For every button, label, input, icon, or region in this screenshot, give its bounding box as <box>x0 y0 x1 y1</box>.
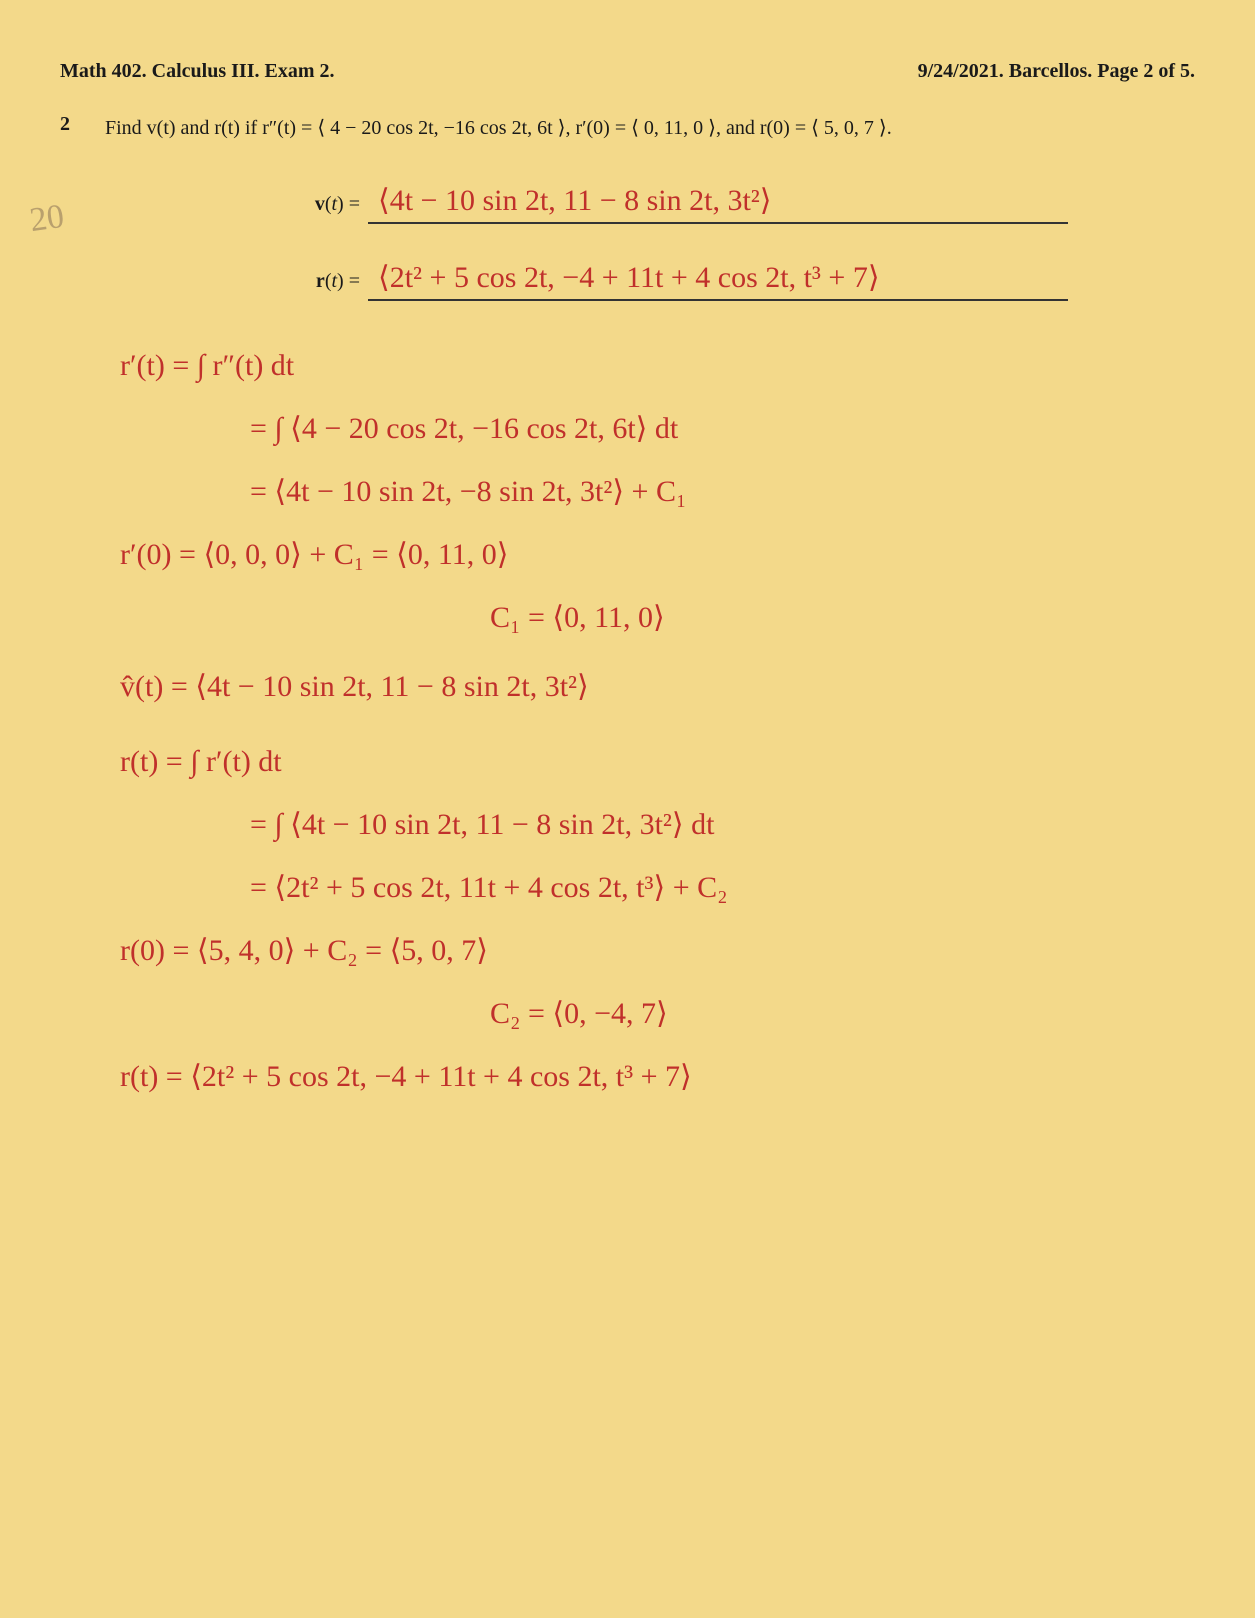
answer-r-label: r(t) = <box>290 270 368 293</box>
work-line: = ∫ ⟨4t − 10 sin 2t, 11 − 8 sin 2t, 3t²⟩… <box>120 796 1195 853</box>
answer-v-label: v(t) = <box>290 193 368 216</box>
header-right: 9/24/2021. Barcellos. Page 2 of 5. <box>918 60 1195 83</box>
answer-block: v(t) = ⟨4t − 10 sin 2t, 11 − 8 sin 2t, 3… <box>290 183 1195 301</box>
problem-text: Find v(t) and r(t) if r″(t) = ⟨ 4 − 20 c… <box>105 113 892 143</box>
answer-r-row: r(t) = ⟨2t² + 5 cos 2t, −4 + 11t + 4 cos… <box>290 260 1195 301</box>
work-line: = ∫ ⟨4 − 20 cos 2t, −16 cos 2t, 6t⟩ dt <box>120 400 1195 457</box>
work-line: r′(t) = ∫ r″(t) dt <box>120 337 1195 394</box>
work-line: r(0) = ⟨5, 4, 0⟩ + C₂ = ⟨5, 0, 7⟩ <box>120 922 1195 979</box>
work-line: = ⟨4t − 10 sin 2t, −8 sin 2t, 3t²⟩ + C₁ <box>120 463 1195 520</box>
work-line: r′(0) = ⟨0, 0, 0⟩ + C₁ = ⟨0, 11, 0⟩ <box>120 526 1195 583</box>
work-line: C₁ = ⟨0, 11, 0⟩ <box>120 589 1195 646</box>
score-annotation: 20 <box>28 198 67 240</box>
work-line: C₂ = ⟨0, −4, 7⟩ <box>120 985 1195 1042</box>
work-line: v̂(t) = ⟨4t − 10 sin 2t, 11 − 8 sin 2t, … <box>120 658 1195 715</box>
answer-r-value: ⟨2t² + 5 cos 2t, −4 + 11t + 4 cos 2t, t³… <box>368 260 1068 301</box>
handwritten-work: r′(t) = ∫ r″(t) dt = ∫ ⟨4 − 20 cos 2t, −… <box>120 337 1195 1105</box>
header-left: Math 402. Calculus III. Exam 2. <box>60 60 334 83</box>
page-header: Math 402. Calculus III. Exam 2. 9/24/202… <box>60 60 1195 83</box>
problem-statement: 2 Find v(t) and r(t) if r″(t) = ⟨ 4 − 20… <box>60 113 1195 143</box>
exam-page: Math 402. Calculus III. Exam 2. 9/24/202… <box>60 60 1195 1558</box>
work-line: r(t) = ⟨2t² + 5 cos 2t, −4 + 11t + 4 cos… <box>120 1048 1195 1105</box>
answer-v-value: ⟨4t − 10 sin 2t, 11 − 8 sin 2t, 3t²⟩ <box>368 183 1068 224</box>
problem-number: 2 <box>60 113 85 143</box>
work-line: r(t) = ∫ r′(t) dt <box>120 733 1195 790</box>
answer-v-row: v(t) = ⟨4t − 10 sin 2t, 11 − 8 sin 2t, 3… <box>290 183 1195 224</box>
work-line: = ⟨2t² + 5 cos 2t, 11t + 4 cos 2t, t³⟩ +… <box>120 859 1195 916</box>
